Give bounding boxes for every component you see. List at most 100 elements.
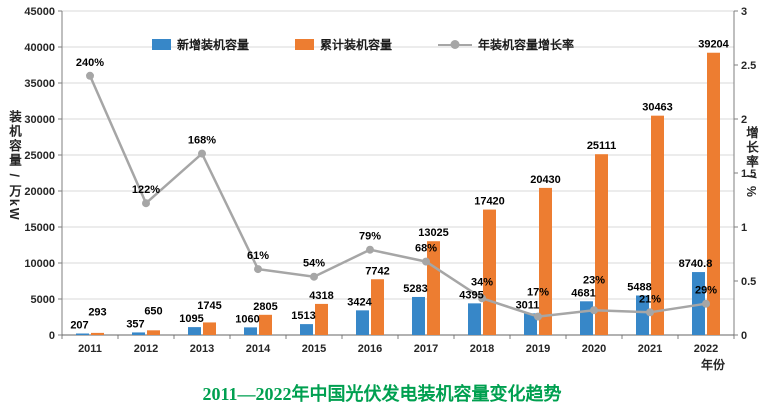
legend-item-growth-rate: 年装机容量增长率	[438, 36, 574, 53]
label-cumulative-2014: 2805	[253, 301, 277, 313]
y-right-tick-3: 3	[741, 6, 747, 18]
x-tick-2020: 2020	[582, 343, 606, 355]
bar-cumulative-2022	[707, 52, 720, 335]
x-axis-title: 年份	[701, 358, 726, 372]
label-cumulative-2018: 17420	[474, 196, 505, 208]
y-left-tick-40000: 40000	[24, 42, 55, 54]
chart-title: 2011—2022年中国光伏发电装机容量变化趋势	[202, 383, 562, 404]
y-left-tick-20000: 20000	[24, 186, 55, 198]
chart-area: 0 5000 10000 15000 20000 25000 30000 35000 40000…	[7, 6, 758, 372]
label-new-2021: 5488	[627, 282, 651, 294]
legend-item-new-capacity: 新增装机容量	[152, 36, 249, 53]
bar-cumulative-2012	[147, 330, 160, 335]
y-left-tick-0: 0	[49, 330, 55, 342]
bar-new-2021	[636, 295, 649, 335]
y-right-tick-0.5: 0.5	[741, 276, 756, 288]
label-new-2022: 8740.8	[679, 258, 713, 270]
bar-new-2012	[132, 332, 145, 335]
label-cumulative-2017: 13025	[418, 227, 449, 239]
y-left-tick-5000: 5000	[31, 294, 55, 306]
label-growth-2022: 29%	[695, 285, 717, 297]
label-growth-2019: 17%	[527, 286, 549, 298]
legend-label-cumulative-capacity: 累计装机容量	[320, 38, 393, 52]
label-new-2019: 3011	[516, 299, 540, 311]
y-right-tick-2.5: 2.5	[741, 60, 756, 72]
legend-label-new-capacity: 新增装机容量	[177, 38, 250, 52]
growth-rate-line	[88, 75, 707, 318]
label-new-2017: 5283	[403, 283, 427, 295]
y-left-tick-45000: 45000	[24, 6, 55, 18]
label-growth-2021: 21%	[639, 293, 661, 305]
y-left-tick-10000: 10000	[24, 258, 55, 270]
label-new-2015: 1513	[291, 310, 315, 322]
label-cumulative-2020: 25111	[587, 140, 616, 152]
growth-rate-point-2016	[366, 245, 374, 254]
label-growth-2015: 54%	[303, 258, 325, 270]
bar-cumulative-2019	[539, 187, 552, 335]
label-cumulative-2022: 39204	[698, 39, 729, 51]
label-growth-2017: 68%	[415, 243, 437, 255]
bar-new-2018	[468, 303, 481, 335]
x-tick-2012: 2012	[134, 343, 158, 355]
chart-legend: 新增装机容量 累计装机容量 年装机容量增长率	[152, 36, 574, 53]
bar-cumulative-2018	[483, 209, 496, 335]
x-tick-2019: 2019	[526, 343, 550, 355]
label-cumulative-2021: 30463	[642, 102, 673, 114]
label-growth-2012: 122%	[132, 184, 160, 196]
growth-rate-point-2011	[86, 71, 94, 80]
label-cumulative-2012: 650	[144, 305, 162, 317]
label-growth-2014: 61%	[247, 250, 269, 262]
x-tick-2015: 2015	[302, 343, 326, 355]
growth-rate-point-2021	[646, 308, 654, 317]
label-growth-2020: 23%	[583, 274, 605, 286]
label-growth-2013: 168%	[188, 135, 216, 147]
bar-new-2013	[188, 327, 201, 335]
growth-rate-point-2012	[142, 199, 150, 208]
x-tick-2021: 2021	[638, 343, 662, 355]
label-growth-2011: 240%	[76, 57, 104, 69]
legend-growth-dot-icon	[450, 40, 460, 49]
growth-rate-point-2018	[478, 294, 486, 303]
bar-new-2020	[580, 301, 593, 335]
bar-new-2017	[412, 296, 425, 335]
bar-new-2011	[76, 333, 89, 335]
label-new-2018: 4395	[459, 289, 483, 301]
label-cumulative-2015: 4318	[309, 290, 333, 302]
y-right-tick-1: 1	[741, 222, 747, 234]
x-tick-2011: 2011	[78, 343, 102, 355]
label-cumulative-2011: 293	[88, 307, 106, 319]
label-new-2012: 357	[126, 318, 144, 330]
y-left-tick-15000: 15000	[24, 222, 55, 234]
label-growth-2016: 79%	[359, 231, 381, 243]
label-new-2016: 3424	[347, 296, 372, 308]
bar-cumulative-2017	[427, 241, 440, 335]
x-tick-2013: 2013	[190, 343, 214, 355]
bar-cumulative-2020	[595, 154, 608, 335]
bar-new-2015	[300, 324, 313, 335]
x-tick-2014: 2014	[246, 343, 271, 355]
legend-label-growth-rate: 年装机容量增长率	[478, 38, 575, 52]
bar-cumulative-2021	[651, 115, 664, 335]
growth-rate-point-2017	[422, 257, 430, 266]
growth-rate-point-2015	[310, 272, 318, 281]
y-left-tick-35000: 35000	[24, 78, 55, 90]
y-left-tick-25000: 25000	[24, 150, 55, 162]
growth-rate-point-2022	[702, 299, 710, 308]
y-right-tick-2: 2	[741, 114, 747, 126]
chart-canvas: 0 5000 10000 15000 20000 25000 30000 35000 40000…	[24, 6, 756, 355]
label-new-2020: 4681	[571, 287, 595, 299]
bar-cumulative-2011	[91, 332, 104, 335]
x-tick-2022: 2022	[694, 343, 718, 355]
legend-item-cumulative-capacity: 累计装机容量	[295, 36, 392, 53]
growth-rate-point-2019	[534, 312, 542, 321]
y-right-tick-1.5: 1.5	[741, 168, 756, 180]
bar-cumulative-2013	[203, 322, 216, 335]
label-growth-2018: 34%	[471, 276, 493, 288]
legend-growth-line-marker-icon	[438, 39, 473, 51]
y-right-tick-0: 0	[741, 330, 747, 342]
bar-cumulative-2014	[259, 314, 272, 335]
bar-new-2019	[524, 313, 537, 335]
growth-rate-point-2013	[198, 149, 206, 158]
x-tick-2018: 2018	[470, 343, 494, 355]
